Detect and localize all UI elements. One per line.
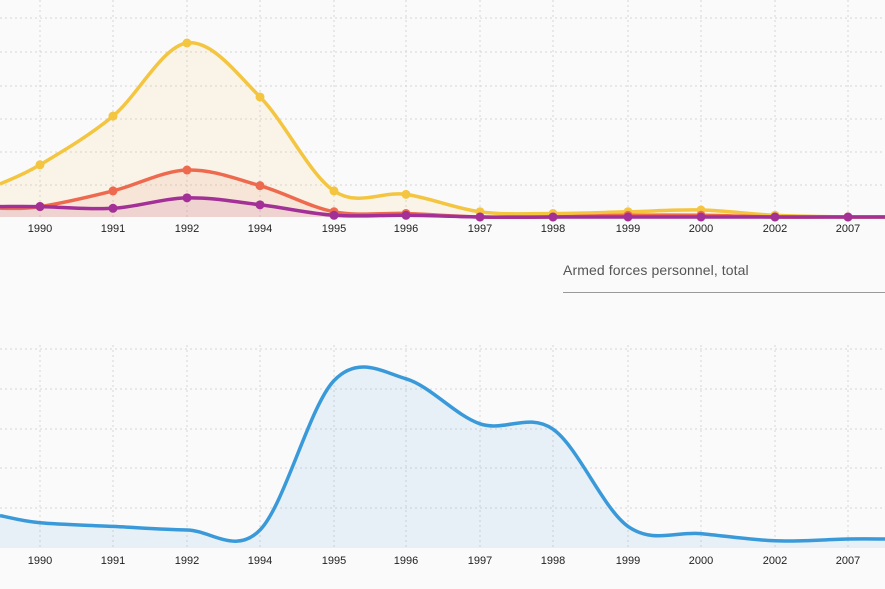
x-tick-label-1-3: 1994 [248,555,272,567]
x-tick-label-1-6: 1997 [468,555,492,567]
data-point-0-0-4 [329,186,339,196]
data-point-0-2-2 [182,193,192,203]
x-tick-label-0-0: 1990 [28,223,52,235]
data-point-0-2-11 [843,212,853,222]
x-tick-label-1-9: 2000 [689,555,713,567]
area-0-1 [0,169,885,218]
title-underline [563,292,885,293]
data-point-0-2-8 [623,212,633,222]
x-tick-label-0-11: 2007 [836,223,860,235]
chart-title: Armed forces personnel, total [563,262,749,278]
data-point-0-2-3 [255,200,265,210]
data-point-0-0-3 [255,92,265,102]
x-tick-label-1-8: 1999 [616,555,640,567]
x-tick-label-0-6: 1997 [468,223,492,235]
data-point-0-1-1 [108,186,118,196]
data-point-0-2-5 [401,210,411,220]
data-point-0-2-0 [35,202,45,212]
x-tick-label-0-7: 1998 [541,223,565,235]
data-point-0-0-1 [108,111,118,121]
x-tick-label-0-4: 1995 [322,223,346,235]
x-tick-label-1-4: 1995 [322,555,346,567]
x-tick-label-1-5: 1996 [394,555,418,567]
x-tick-label-0-10: 2002 [763,223,787,235]
data-point-0-2-10 [770,212,780,222]
x-tick-label-0-3: 1994 [248,223,272,235]
data-point-0-0-0 [35,160,45,170]
x-tick-label-1-2: 1992 [175,555,199,567]
x-tick-label-1-1: 1991 [101,555,125,567]
x-tick-label-1-10: 2002 [763,555,787,567]
data-point-0-2-6 [475,212,485,222]
data-point-0-2-4 [329,210,339,220]
data-point-0-0-2 [182,38,192,48]
area-1-0 [0,367,885,548]
data-point-0-2-1 [108,203,118,213]
x-tick-label-1-7: 1998 [541,555,565,567]
series-line-0-2 [0,196,885,219]
x-tick-label-0-2: 1992 [175,223,199,235]
data-point-0-1-3 [255,181,265,191]
data-point-0-2-9 [696,212,706,222]
area-0-2 [0,197,885,218]
x-tick-label-0-1: 1991 [101,223,125,235]
data-point-0-2-7 [548,212,558,222]
x-tick-label-0-9: 2000 [689,223,713,235]
data-point-0-0-5 [401,189,411,199]
x-tick-label-1-11: 2007 [836,555,860,567]
x-tick-label-0-8: 1999 [616,223,640,235]
data-point-0-1-2 [182,165,192,175]
series-line-1-0 [0,365,885,543]
x-tick-label-0-5: 1996 [394,223,418,235]
x-tick-label-1-0: 1990 [28,555,52,567]
